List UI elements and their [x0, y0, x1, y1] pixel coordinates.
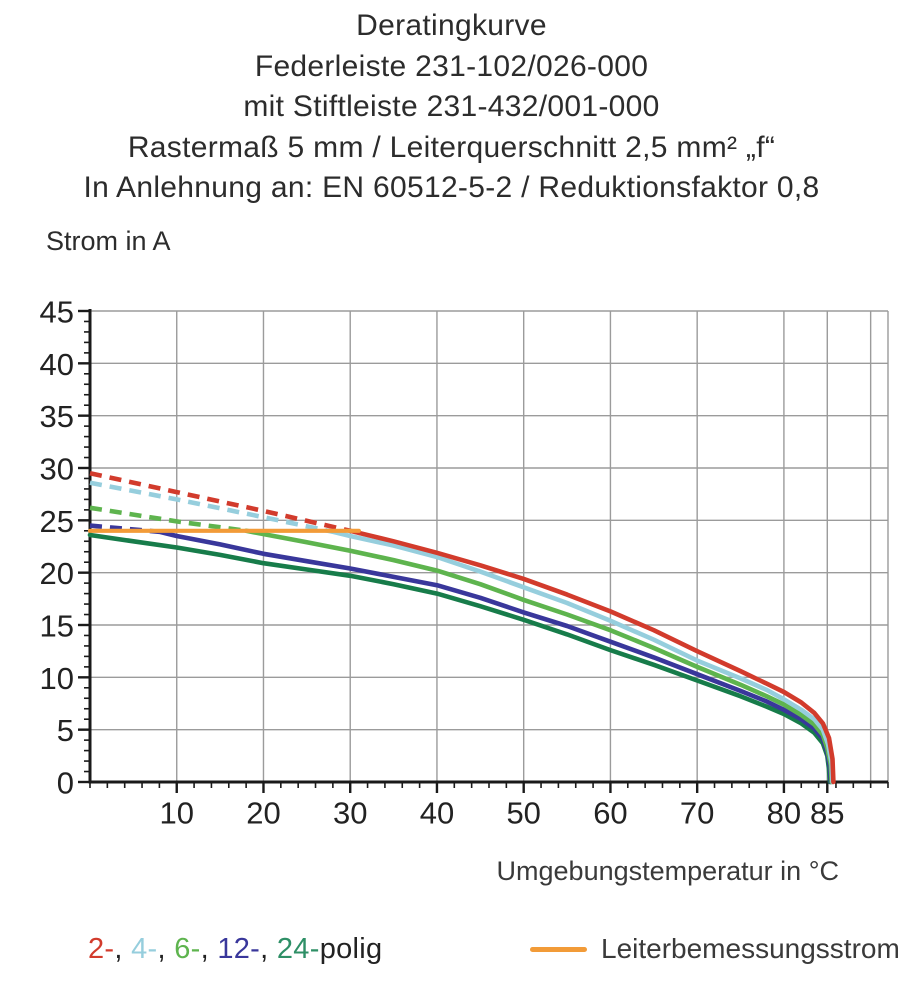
svg-text:80: 80 — [767, 795, 801, 830]
svg-text:45: 45 — [40, 294, 74, 329]
svg-text:40: 40 — [40, 347, 74, 382]
poles-legend-item: 24- — [276, 933, 320, 965]
svg-text:60: 60 — [593, 795, 627, 830]
poles-legend: 2-, 4-, 6-, 12-, 24-polig — [88, 933, 382, 966]
svg-text:70: 70 — [680, 795, 714, 830]
svg-text:30: 30 — [333, 795, 367, 830]
poles-legend-separator: , — [157, 933, 175, 965]
svg-text:20: 20 — [246, 795, 280, 830]
title-line-3: mit Stiftleiste 231-432/001-000 — [243, 90, 660, 123]
svg-text:20: 20 — [40, 556, 74, 591]
poles-legend-separator: , — [200, 933, 218, 965]
svg-text:15: 15 — [40, 608, 74, 643]
title-line-2: Federleiste 231-102/026-000 — [254, 49, 649, 83]
y-axis-title: Strom in A — [46, 226, 171, 256]
svg-text:35: 35 — [40, 399, 74, 434]
title-line-1: Deratingkurve — [356, 9, 547, 42]
svg-text:85: 85 — [810, 795, 844, 830]
poles-legend-suffix: polig — [319, 933, 383, 965]
poles-legend-separator: , — [114, 933, 132, 965]
svg-text:0: 0 — [57, 766, 74, 801]
rated-current-swatch — [530, 946, 587, 952]
svg-text:40: 40 — [420, 795, 454, 830]
svg-text:30: 30 — [40, 451, 74, 486]
svg-text:10: 10 — [159, 795, 193, 830]
rated-current-legend: Leiterbemessungsstrom — [530, 933, 900, 965]
title-line-5: In Anlehnung an: EN 60512-5-2 / Reduktio… — [83, 171, 820, 204]
title-line-4: Rastermaß 5 mm / Leiterquerschnitt 2,5 m… — [127, 130, 776, 164]
svg-text:10: 10 — [40, 661, 74, 696]
svg-text:50: 50 — [506, 795, 540, 830]
rated-current-label: Leiterbemessungsstrom — [601, 933, 900, 964]
svg-text:25: 25 — [40, 504, 74, 539]
poles-legend-separator: , — [260, 933, 277, 965]
x-axis-title: Umgebungstemperatur in °C — [496, 856, 839, 886]
poles-legend-item: 2- — [88, 933, 115, 965]
svg-text:5: 5 — [57, 713, 74, 748]
poles-legend-item: 12- — [217, 933, 261, 965]
poles-legend-item: 6- — [174, 933, 201, 965]
poles-legend-item: 4- — [131, 933, 158, 965]
title-block: Deratingkurve Federleiste 231-102/026-00… — [0, 6, 903, 209]
